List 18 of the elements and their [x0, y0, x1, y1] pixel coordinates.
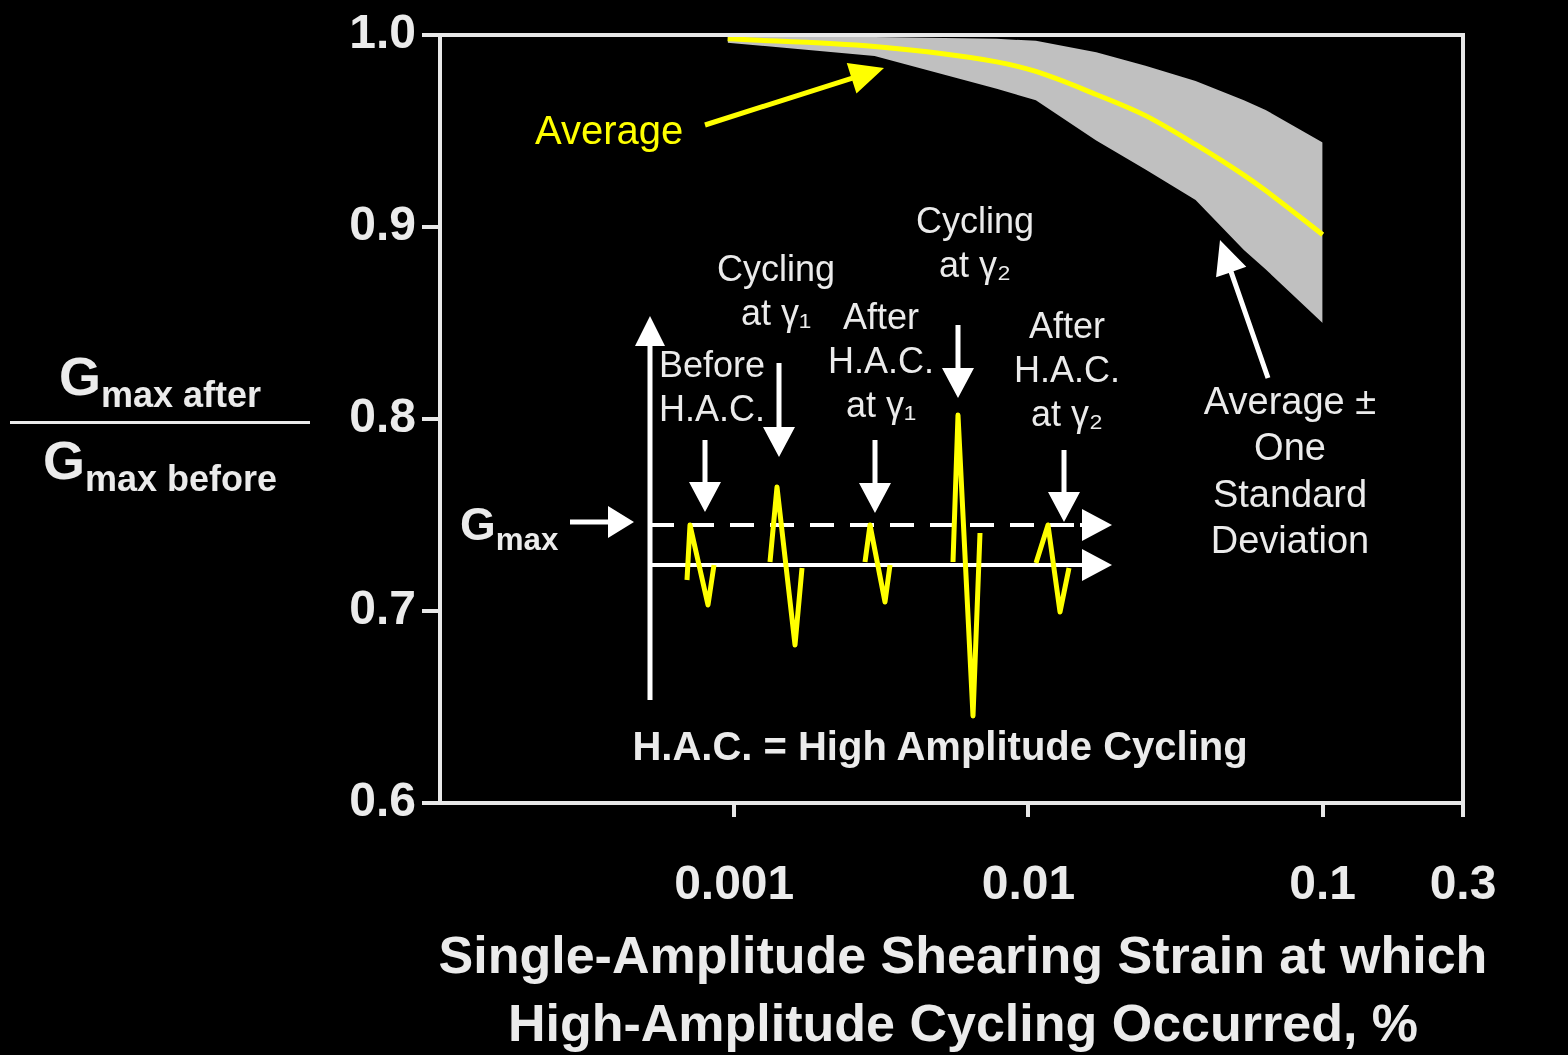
- annotation: Before H.A.C.: [657, 343, 767, 431]
- annotation: H.A.C. = High Amplitude Cycling: [631, 723, 1249, 770]
- x-tick-label: 0.001: [674, 856, 795, 910]
- y-tick-label: 0.6: [349, 773, 416, 827]
- x-tick-label: 0.1: [1289, 856, 1356, 910]
- y-tick-label: 0.8: [349, 389, 416, 443]
- annotation: Average: [535, 107, 685, 154]
- annotation: Cycling at γ₂: [914, 199, 1035, 287]
- x-tick-label: 0.3: [1429, 856, 1497, 910]
- x-axis-title: Single-Amplitude Shearing Strain at which High-Amplitude Cycling Occurred, %: [437, 925, 1489, 1054]
- annotation: After H.A.C. at γ₂: [1013, 304, 1121, 436]
- y-tick-label: 0.9: [349, 197, 416, 251]
- annotation: G$_{max}$: [460, 497, 560, 560]
- y-tick-label: 0.7: [349, 581, 416, 635]
- annotation: Average ± One Standard Deviation: [1202, 379, 1378, 564]
- y-axis-title: G$_{max after}$ G$_{max before}$: [41, 345, 279, 501]
- y-tick-label: 1.0: [349, 5, 416, 59]
- x-tick-label: 0.01: [981, 856, 1076, 910]
